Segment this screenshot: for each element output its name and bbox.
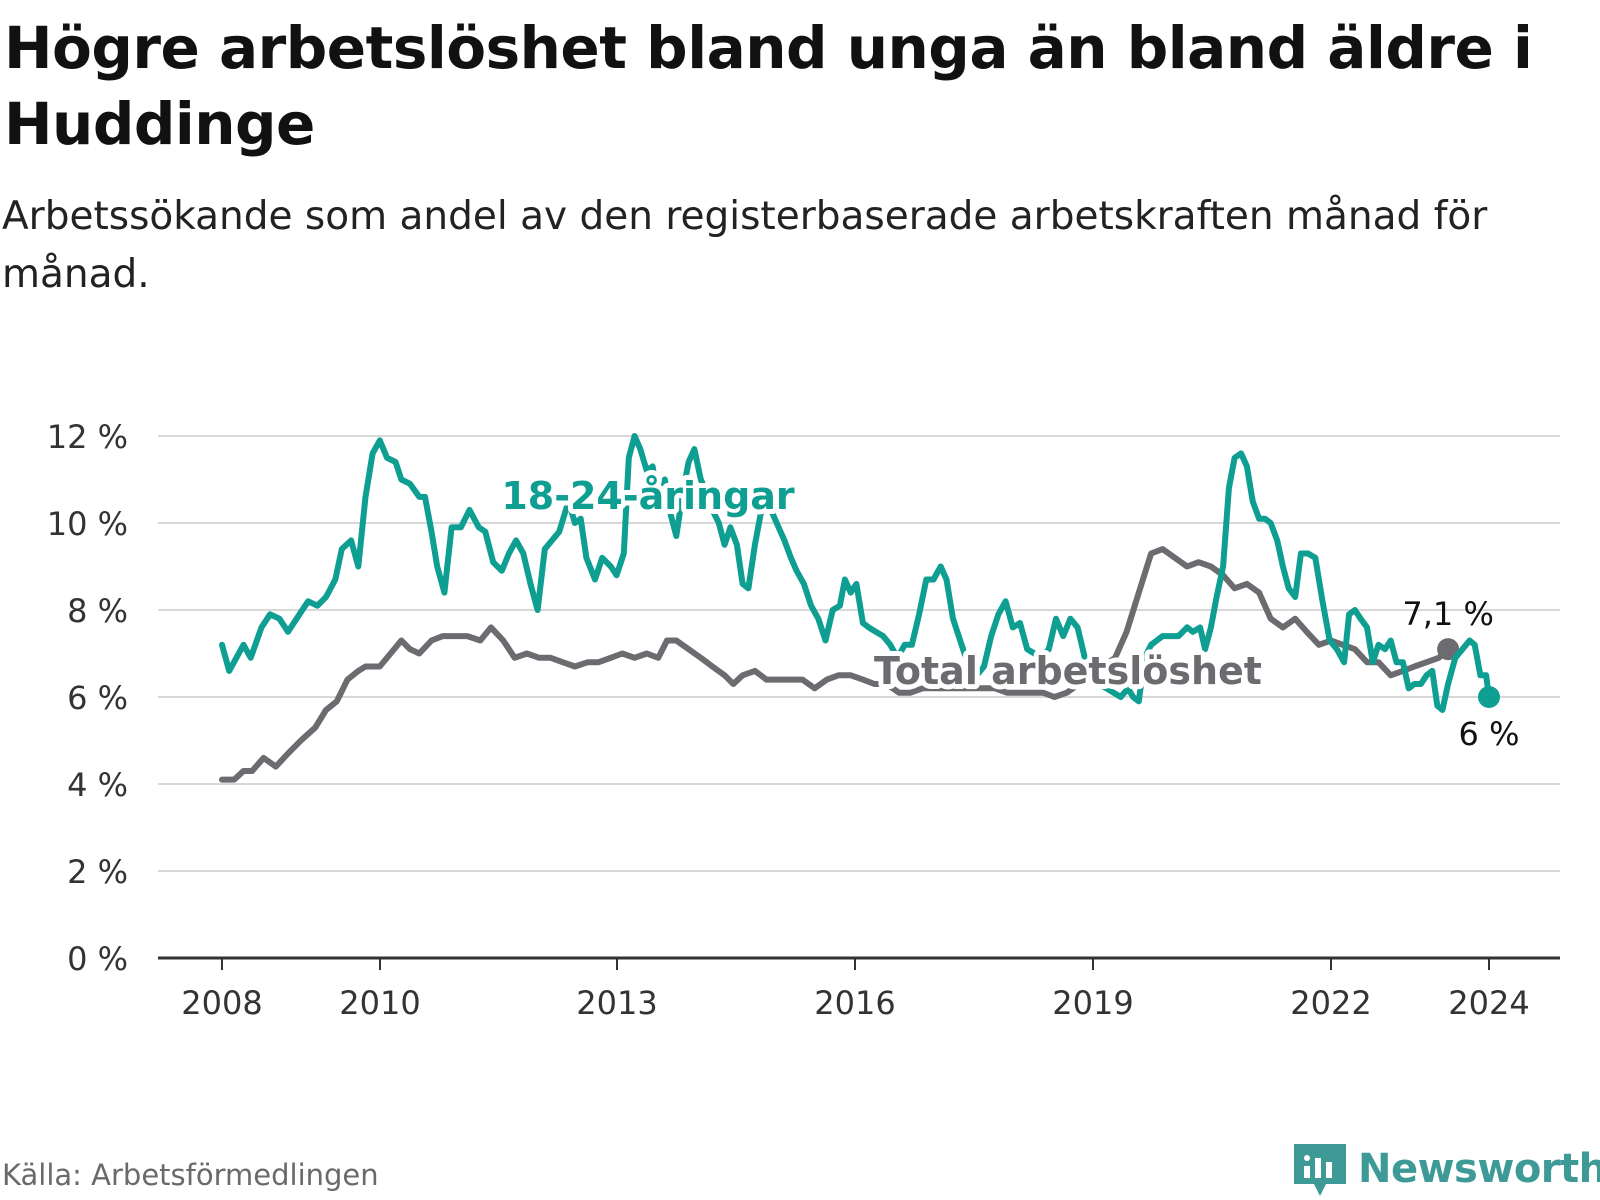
x-tick-label: 2024 — [1448, 984, 1529, 1022]
x-axis-ticks: 2008 2010 2013 2016 2019 2022 2024 — [181, 958, 1530, 1022]
x-tick-label: 2019 — [1052, 984, 1133, 1022]
y-tick-label: 10 % — [47, 505, 128, 543]
x-tick-label: 2013 — [576, 984, 657, 1022]
chart-subtitle: Arbetssökande som andel av den registerb… — [2, 194, 1488, 297]
gridlines — [158, 435, 1560, 872]
annotations: 7,1 %6 %18-24-åringar18-24-åringarTotal … — [496, 469, 1520, 753]
series-line-total — [219, 546, 1452, 783]
chart-title: Högre arbetslöshet bland unga än bland ä… — [4, 14, 1533, 158]
y-tick-label: 8 % — [67, 592, 128, 630]
y-tick-label: 0 % — [67, 940, 128, 978]
annotation-total: Total arbetslöshet — [874, 649, 1262, 693]
y-tick-label: 6 % — [67, 679, 128, 717]
y-tick-label: 2 % — [67, 853, 128, 891]
x-tick-label: 2008 — [181, 984, 262, 1022]
end-point-total — [1437, 638, 1460, 661]
series-line-18-24 — [219, 433, 1492, 713]
series-layer — [219, 433, 1500, 783]
annotation-18-24-halo: 18-24-åringar — [501, 474, 795, 518]
y-tick-label: 4 % — [67, 766, 128, 804]
source-note: Källa: Arbetsförmedlingen — [2, 1158, 379, 1192]
newsworthy-logo-icon — [1294, 1144, 1346, 1196]
annotation-18-24: 18-24-åringar — [501, 474, 795, 518]
annotation-total-halo: Total arbetslöshet — [874, 649, 1262, 693]
end-label-total: 7,1 % — [1402, 595, 1493, 633]
y-tick-label: 12 % — [47, 418, 128, 456]
end-point-18-24 — [1478, 686, 1500, 708]
y-axis-ticks: 0 % 2 % 4 % 6 % 8 % 10 % 12 % — [47, 418, 128, 978]
brand-name: Newsworthy — [1358, 1146, 1600, 1192]
end-label-18-24: 6 % — [1459, 715, 1520, 753]
x-tick-label: 2010 — [339, 984, 420, 1022]
x-tick-label: 2022 — [1290, 984, 1371, 1022]
x-tick-label: 2016 — [814, 984, 895, 1022]
